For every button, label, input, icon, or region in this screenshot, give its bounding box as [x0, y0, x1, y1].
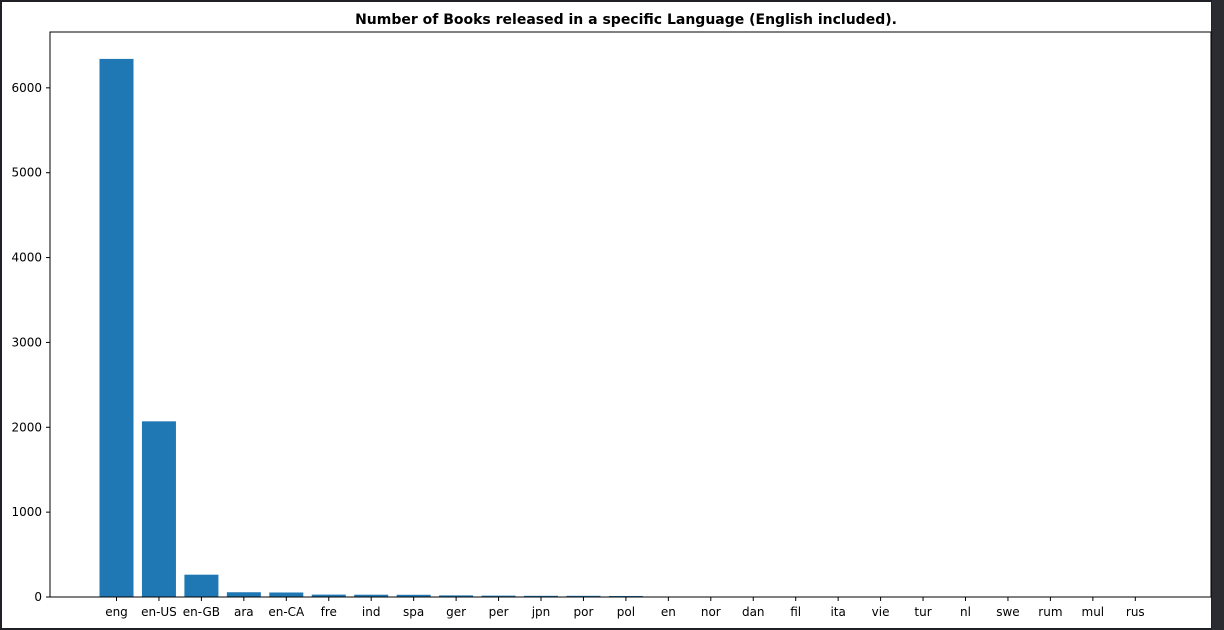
x-tick-label: fil [790, 605, 801, 619]
y-tick-label: 2000 [11, 420, 42, 434]
x-tick-label: per [489, 605, 509, 619]
bars-group [99, 58, 1153, 597]
x-tick-label: nor [701, 605, 721, 619]
plot-area-frame [49, 31, 1212, 598]
bar-fre [311, 594, 346, 597]
bar-pol [608, 595, 643, 597]
x-tick-label: por [573, 605, 593, 619]
x-tick-label: en-US [141, 605, 177, 619]
y-tick-label: 3000 [11, 335, 42, 349]
chart-title: Number of Books released in a specific L… [355, 12, 897, 28]
bar-spa [396, 594, 431, 597]
x-tick-label: vie [872, 605, 890, 619]
x-tick-label: rum [1038, 605, 1062, 619]
x-tick-label: ita [830, 605, 845, 619]
y-tick-label: 4000 [11, 251, 42, 265]
bar-per [481, 595, 516, 597]
x-tick-label: nl [960, 605, 971, 619]
y-tick-label: 0 [34, 590, 42, 604]
bar-ger [439, 595, 474, 597]
bar-ind [354, 594, 389, 597]
bar-en-US [141, 421, 176, 597]
bar-en-CA [269, 592, 304, 597]
bar-ara [226, 592, 261, 597]
bar-eng [99, 58, 134, 597]
y-tick-label: 6000 [11, 81, 42, 95]
x-tick-label: en-GB [183, 605, 220, 619]
x-tick-label: pol [617, 605, 635, 619]
x-tick-label: mul [1082, 605, 1105, 619]
x-tick-label: spa [403, 605, 424, 619]
x-tick-label: jpn [531, 605, 551, 619]
y-tick-label: 1000 [11, 505, 42, 519]
y-axis: 0 1000 2000 3000 4000 5000 6000 [11, 81, 50, 604]
bar-jpn [524, 595, 558, 597]
x-tick-label: en-CA [268, 605, 305, 619]
x-tick-label: swe [996, 605, 1019, 619]
bar-en-GB [184, 574, 219, 597]
x-tick-label: ger [446, 605, 466, 619]
x-tick-label: en [661, 605, 676, 619]
x-tick-label: dan [742, 605, 765, 619]
y-tick-label: 5000 [11, 166, 42, 180]
x-tick-label: ara [234, 605, 254, 619]
x-tick-label: fre [321, 605, 337, 619]
x-tick-label: rus [1126, 605, 1145, 619]
bar-por [566, 595, 601, 597]
vertical-scrollbar[interactable] [1212, 0, 1224, 630]
x-tick-label: ind [362, 605, 381, 619]
x-tick-label: tur [914, 605, 931, 619]
x-tick-label: eng [105, 605, 128, 619]
x-axis: eng en-US en-GB ara en-CA fre ind spa ger per jpn p… [105, 597, 1145, 619]
